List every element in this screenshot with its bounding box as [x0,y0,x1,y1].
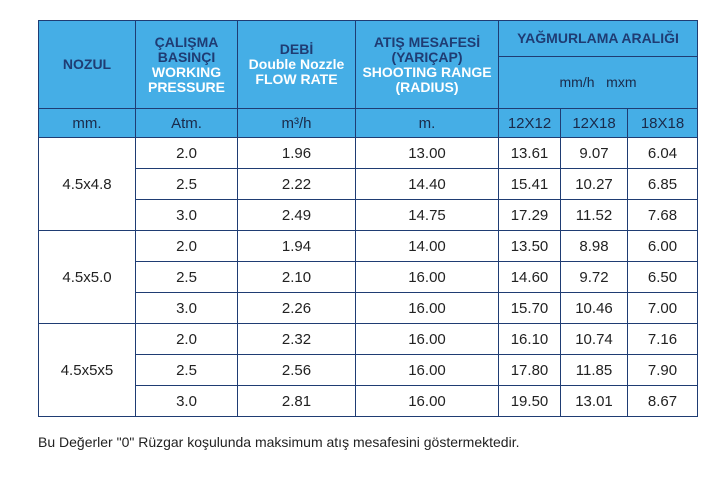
value-cell: 3.0 [135,292,238,324]
value-cell: 13.50 [498,230,561,262]
data-row: 2.5 2.10 16.00 14.60 9.72 6.50 [39,261,699,293]
header-cell: DEBİ Double Nozzle FLOW RATE [237,20,356,109]
unit-cell: mm. [38,108,136,138]
value-cell: 13.61 [498,137,561,169]
footnote: Bu Değerler "0" Rüzgar koşulunda maksimu… [38,434,520,450]
value-cell: 7.90 [626,354,699,386]
data-row: 4.5x5x5 2.0 2.32 16.00 16.10 10.74 7.16 [38,323,699,417]
header-text: ATIŞ MESAFESİ (YARIÇAP) [373,33,481,65]
value-cell: 3.0 [135,385,238,417]
header-text: Double Nozzle FLOW RATE [248,56,345,87]
value-cell: 2.0 [135,323,238,355]
value-cell: 9.72 [560,261,628,293]
value-cell: 1.94 [237,230,356,262]
header-text: DEBİ [279,41,314,57]
value-cell: 14.00 [355,230,499,262]
value-cell: 2.81 [237,385,356,417]
header-cell: NOZUL [38,20,136,109]
value-cell: 10.46 [560,292,628,324]
nozzle-cell: 4.5x4.8 [38,137,136,231]
value-cell: 14.75 [355,199,499,231]
spec-table: NOZUL ÇALIŞMA BASINÇI WORKING PRESSURE DE… [38,20,699,417]
value-cell: 2.26 [237,292,356,324]
value-cell: 10.74 [560,323,628,355]
value-cell: 1.96 [237,137,356,169]
value-cell: 2.5 [135,354,238,386]
header-text: ÇALIŞMA BASINÇI [154,33,219,65]
header-cell: ATIŞ MESAFESİ (YARIÇAP) SHOOTING RANGE (R… [355,20,499,109]
value-cell: 9.07 [560,137,628,169]
data-row: 3.0 2.26 16.00 15.70 10.46 7.00 [39,292,699,324]
header-cell: mm/h mxm [497,56,699,109]
data-row: 2.5 2.56 16.00 17.80 11.85 7.90 [39,354,699,386]
value-cell: 11.85 [560,354,628,386]
value-cell: 16.00 [355,323,499,355]
value-cell: 7.68 [626,199,699,231]
header-text: NOZUL [62,56,112,72]
value-cell: 17.29 [498,199,561,231]
value-cell: 15.70 [498,292,561,324]
data-row: 4.5x5.0 2.0 1.94 14.00 13.50 8.98 6.00 [38,230,699,324]
data-row: 3.0 2.81 16.00 19.50 13.01 8.67 [39,385,699,417]
value-cell: 16.10 [498,323,561,355]
header-text: YAĞMURLAMA ARALIĞI [517,30,679,46]
value-cell: 6.04 [626,137,699,169]
nozzle-cell: 4.5x5.0 [38,230,136,324]
value-cell: 2.22 [237,168,356,200]
nozzle-cell: 4.5x5x5 [38,323,136,417]
value-cell: 14.40 [355,168,499,200]
unit-cell: m³/h [237,108,356,138]
value-cell: 8.67 [626,385,699,417]
data-row: 3.0 2.49 14.75 17.29 11.52 7.68 [39,199,699,231]
data-row: 4.5x4.8 2.0 1.96 13.00 13.61 9.07 6.04 [38,137,699,231]
header-text: SHOOTING RANGE (RADIUS) [362,63,492,95]
value-cell: 2.10 [237,261,356,293]
value-cell: 7.00 [626,292,699,324]
value-cell: 16.00 [355,385,499,417]
unit-cell: 18X18 [626,108,699,138]
value-cell: 16.00 [355,354,499,386]
unit-cell: 12X18 [560,108,628,138]
value-cell: 2.32 [237,323,356,355]
value-cell: 2.56 [237,354,356,386]
value-cell: 19.50 [498,385,561,417]
value-cell: 2.0 [135,230,238,262]
unit-cell: m. [355,108,499,138]
value-cell: 16.00 [355,292,499,324]
header-text: WORKING PRESSURE [147,63,226,95]
value-cell: 2.5 [135,261,238,293]
value-cell: 13.00 [355,137,499,169]
value-cell: 2.5 [135,168,238,200]
value-cell: 6.85 [626,168,699,200]
value-cell: 13.01 [560,385,628,417]
value-cell: 14.60 [498,261,561,293]
value-cell: 6.00 [626,230,699,262]
data-row: 2.5 2.22 14.40 15.41 10.27 6.85 [39,168,699,200]
value-cell: 2.49 [237,199,356,231]
value-cell: 7.16 [626,323,699,355]
value-cell: 15.41 [498,168,561,200]
unit-cell: Atm. [135,108,238,138]
value-cell: 11.52 [560,199,628,231]
value-cell: 10.27 [560,168,628,200]
header-cell: ÇALIŞMA BASINÇI WORKING PRESSURE [135,20,238,109]
value-cell: 17.80 [498,354,561,386]
value-cell: 6.50 [626,261,699,293]
value-cell: 8.98 [560,230,628,262]
value-cell: 2.0 [135,137,238,169]
value-cell: 3.0 [135,199,238,231]
header-cell: YAĞMURLAMA ARALIĞI [497,20,699,57]
unit-cell: 12X12 [498,108,561,138]
value-cell: 16.00 [355,261,499,293]
